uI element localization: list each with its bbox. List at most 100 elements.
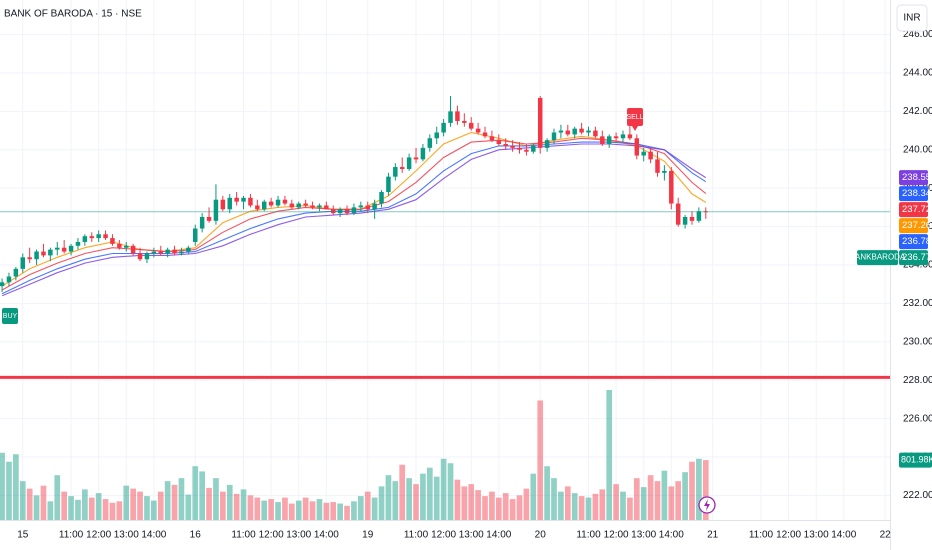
candle-body [544, 140, 550, 148]
volume-bar [164, 481, 171, 520]
price-tag-label: 237.72 [902, 204, 931, 215]
volume-bar [696, 458, 702, 520]
candle-body [41, 251, 46, 256]
candle-body [696, 211, 702, 221]
y-tick-label: 242.00 [903, 106, 932, 117]
candle-body [441, 122, 446, 133]
candle-body [399, 167, 405, 169]
y-tick-label: 246.00 [903, 29, 932, 40]
x-tick-label: 14:00 [831, 530, 856, 541]
candle-body [151, 251, 157, 254]
candle-body [310, 205, 315, 208]
signal-buy: BUY [2, 308, 18, 324]
candle-body [386, 176, 391, 193]
volume-bar [578, 496, 585, 520]
candle-body [324, 205, 329, 210]
candle-body [524, 149, 529, 152]
volume-bar [151, 500, 157, 520]
candle-body [206, 216, 212, 221]
volume-tag-label: 801.98K [901, 454, 932, 464]
currency-button[interactable] [896, 4, 928, 32]
candle-body [193, 228, 198, 242]
candle-body [75, 241, 81, 246]
price-tag-label: 237.26 [902, 220, 931, 231]
volume-bar [316, 499, 323, 520]
candle-body [124, 245, 129, 248]
candle-body [482, 132, 488, 137]
x-tick-label: 13:00 [459, 530, 484, 541]
volume-bar [288, 503, 295, 520]
volume-bar [585, 497, 592, 520]
candle-body [689, 216, 695, 221]
candle-body [600, 136, 605, 145]
volume-bar [33, 495, 40, 520]
candle-body [20, 257, 26, 269]
volume-bar [378, 486, 385, 520]
volume-bar [482, 496, 488, 520]
volume-bar [19, 481, 26, 520]
candle-body [420, 147, 426, 160]
signal-text: SELL [626, 114, 643, 121]
candle-body [634, 138, 640, 156]
x-tick-label: 14:00 [659, 530, 684, 541]
candle-body [268, 201, 274, 206]
candle-body [172, 249, 177, 254]
x-tick-label: 12:00 [604, 530, 629, 541]
price-tag-label: 236.77 [902, 252, 931, 263]
volume-bar [75, 499, 81, 520]
candle-body [34, 251, 39, 260]
volume-bar [489, 491, 495, 520]
volume-bar [26, 488, 33, 520]
candle-body [48, 249, 53, 256]
x-tick-label: 19 [362, 530, 374, 541]
volume-bar [551, 478, 557, 520]
ma-line [1, 143, 707, 297]
candle-body [662, 170, 667, 173]
volume-bar [109, 502, 116, 520]
volume-bar [682, 472, 688, 520]
candle-body [199, 216, 205, 229]
volume-bar [102, 499, 109, 520]
currency[interactable]: INR [903, 13, 920, 24]
candle-body [682, 216, 688, 225]
signal-sell: SELL [626, 108, 644, 131]
price-tag-label: 238.55 [902, 172, 931, 183]
candle-body [96, 234, 101, 239]
volume-bar [261, 500, 268, 520]
volume-bar [702, 460, 709, 520]
price-tag-label: 238.34 [902, 188, 931, 199]
x-tick-label: 11:00 [59, 530, 84, 541]
lightning-button[interactable] [698, 496, 716, 514]
x-tick-label: 11:00 [231, 530, 256, 541]
volume-bar [627, 497, 633, 520]
candle-body [213, 199, 219, 221]
overlays [0, 211, 890, 379]
candle-body [248, 197, 253, 206]
volume-bar [40, 485, 47, 520]
volume-bar [357, 496, 364, 520]
candle-body [627, 134, 633, 139]
x-tick-label: 13:00 [286, 530, 311, 541]
volume-bar [6, 461, 12, 520]
candle-body [179, 251, 184, 254]
candle-body [344, 209, 350, 214]
volume-bar [420, 473, 426, 520]
signal-text: BUY [3, 313, 18, 320]
lightning-icon[interactable] [704, 499, 710, 511]
x-tick-label: 20 [535, 530, 547, 541]
candle-body [489, 136, 495, 141]
x-tick-label: 11:00 [404, 530, 429, 541]
volume-bar [558, 491, 564, 520]
candle-body [434, 132, 439, 139]
signal-pointer [632, 126, 638, 131]
volume-bar [495, 497, 502, 520]
volume-bar [254, 497, 261, 520]
candle-body [393, 167, 398, 177]
candle-body [372, 203, 377, 210]
candle-body [641, 151, 646, 156]
volume-bar [509, 499, 516, 520]
candle-body [406, 157, 412, 169]
volume-bar [668, 486, 675, 520]
